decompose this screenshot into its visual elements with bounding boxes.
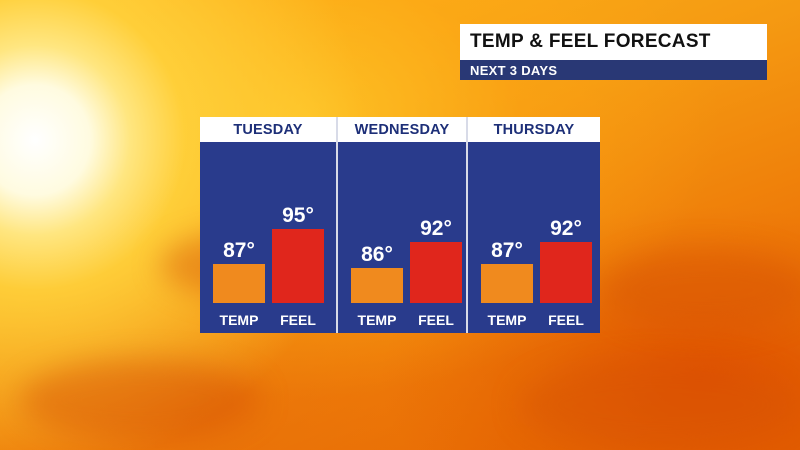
cloud-decoration — [600, 250, 800, 330]
forecast-panel: TUESDAY 87° TEMP 95° FEEL WEDNESDAY 86° TEMP… — [200, 117, 600, 333]
day-column-thursday: THURSDAY 87° TEMP 92° FEEL — [466, 117, 600, 333]
temp-bar — [351, 268, 403, 303]
temp-series-label: TEMP — [357, 312, 397, 328]
chart-title: TEMP & FEEL FORECAST — [460, 24, 767, 60]
temp-bar — [481, 264, 533, 303]
temp-bar — [213, 264, 265, 303]
temp-series-label: TEMP — [487, 312, 527, 328]
feel-series-label: FEEL — [418, 312, 454, 328]
day-bars: 86° TEMP 92° FEEL — [338, 142, 466, 333]
day-bars: 87° TEMP 95° FEEL — [200, 142, 336, 333]
cloud-decoration — [520, 360, 800, 450]
feel-series-label: FEEL — [280, 312, 316, 328]
feel-value-label: 92° — [420, 217, 452, 241]
cloud-decoration — [20, 360, 260, 440]
temp-value-label: 87° — [223, 239, 255, 262]
chart-subtitle: NEXT 3 DAYS — [460, 60, 767, 80]
day-bars: 87° TEMP 92° FEEL — [468, 142, 600, 333]
feel-bar — [410, 242, 462, 303]
day-label: TUESDAY — [200, 117, 336, 142]
feel-series-label: FEEL — [548, 312, 584, 328]
temp-value-label: 86° — [361, 243, 393, 267]
feel-value-label: 95° — [282, 204, 314, 228]
forecast-header: TEMP & FEEL FORECAST NEXT 3 DAYS — [460, 24, 767, 80]
day-column-wednesday: WEDNESDAY 86° TEMP 92° FEEL — [336, 117, 466, 333]
day-label: THURSDAY — [468, 117, 600, 142]
feel-value-label: 92° — [550, 217, 582, 241]
temp-value-label: 87° — [491, 239, 523, 262]
day-label: WEDNESDAY — [338, 117, 466, 142]
feel-bar — [540, 242, 592, 303]
day-column-tuesday: TUESDAY 87° TEMP 95° FEEL — [200, 117, 336, 333]
feel-bar — [272, 229, 324, 303]
temp-series-label: TEMP — [219, 312, 259, 328]
